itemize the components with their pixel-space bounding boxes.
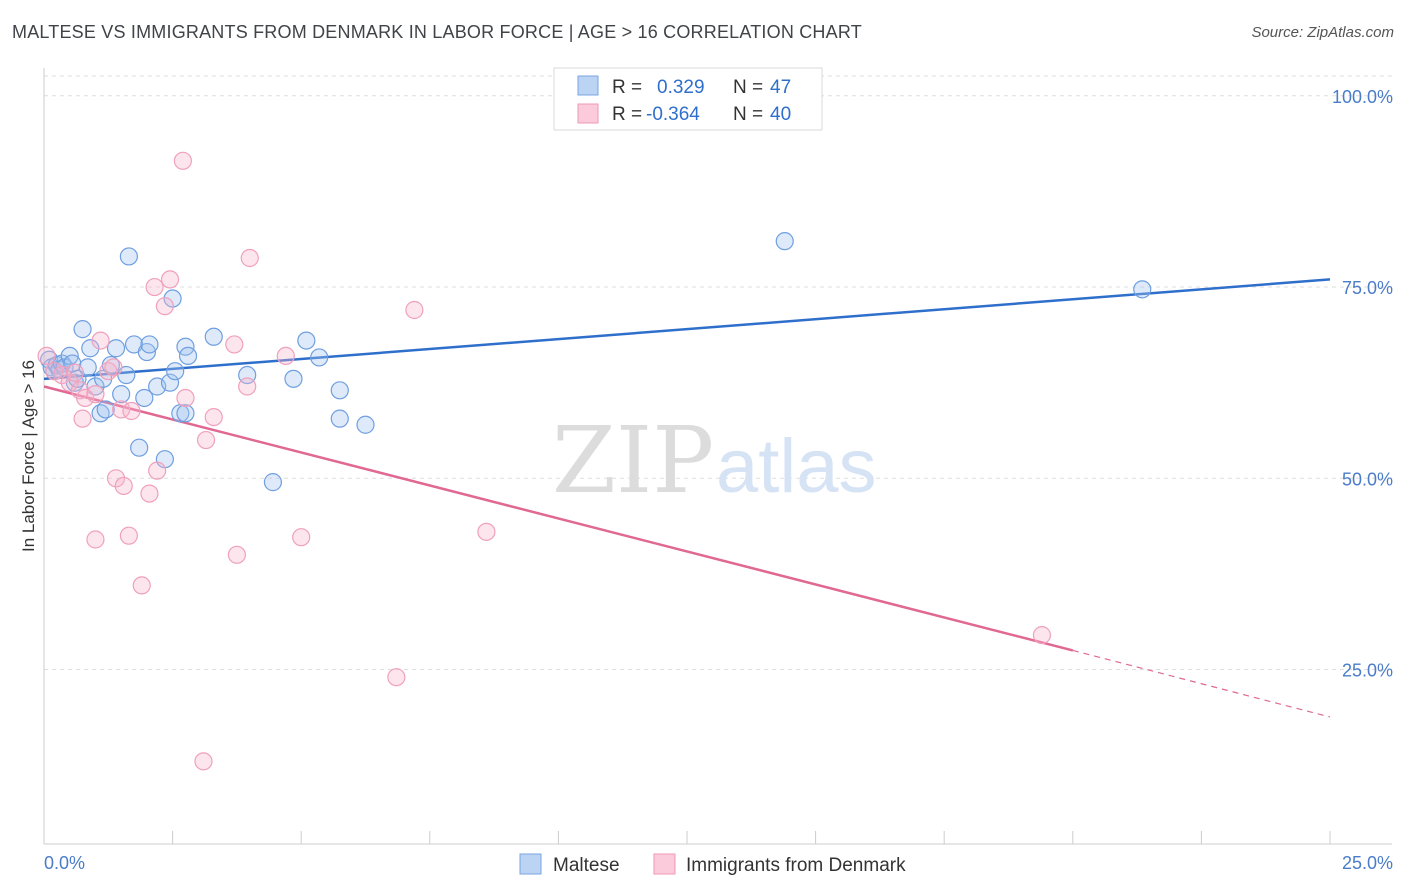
- legend-r-label: R =: [612, 77, 642, 98]
- trend-lines: [43, 278, 1331, 718]
- legend-swatch-maltese: [577, 75, 599, 96]
- point-denmark-9: [86, 530, 105, 549]
- point-denmark-3: [60, 373, 79, 392]
- point-maltese-24: [130, 438, 149, 457]
- y-axis-label: In Labor Force | Age > 16: [19, 360, 38, 552]
- stats-legend-box: [553, 67, 823, 131]
- point-denmark-21: [148, 461, 167, 480]
- trend-line-denmark-extension: [1072, 649, 1331, 718]
- point-denmark-7: [76, 388, 95, 408]
- point-denmark-35: [387, 668, 406, 687]
- trend-line-denmark: [43, 385, 1074, 652]
- point-denmark-32: [240, 248, 259, 268]
- point-maltese-45: [356, 415, 375, 434]
- point-maltese-30: [160, 373, 180, 392]
- point-denmark-25: [176, 388, 195, 408]
- point-maltese-42: [310, 348, 329, 367]
- chart-title: MALTESE VS IMMIGRANTS FROM DENMARK IN LA…: [12, 22, 862, 42]
- point-denmark-22: [155, 297, 174, 316]
- point-maltese-44: [330, 409, 349, 428]
- bottom-legend: Maltese Immigrants from Denmark: [519, 853, 906, 876]
- point-denmark-18: [132, 576, 151, 595]
- data-points: [37, 151, 1152, 771]
- y-tick-label-75: 75.0%: [1342, 278, 1393, 298]
- point-maltese-47: [1133, 280, 1152, 299]
- y-tick-label-50: 50.0%: [1342, 469, 1393, 489]
- point-maltese-22: [119, 247, 138, 266]
- point-maltese-40: [284, 369, 303, 388]
- x-tick-label-max: 25.0%: [1342, 853, 1393, 873]
- point-denmark-10: [91, 331, 110, 350]
- x-tick-label-min: 0.0%: [44, 853, 85, 873]
- point-denmark-17: [122, 401, 141, 421]
- point-denmark-13: [106, 469, 126, 488]
- trend-line-maltese: [43, 278, 1331, 381]
- point-denmark-38: [1032, 626, 1052, 645]
- point-maltese-32: [166, 362, 185, 381]
- y-tick-label-100: 100.0%: [1332, 87, 1393, 107]
- point-denmark-6: [73, 409, 92, 428]
- stats-legend: R = 0.329 N = 47 R = -0.364 N = 40: [553, 67, 823, 131]
- point-maltese-36: [178, 346, 198, 365]
- bottom-legend-denmark: Immigrants from Denmark: [686, 855, 906, 876]
- point-maltese-39: [263, 473, 283, 492]
- point-maltese-37: [204, 327, 223, 346]
- bottom-legend-swatch-denmark: [653, 853, 676, 875]
- point-maltese-41: [297, 331, 316, 350]
- point-maltese-46: [775, 232, 794, 251]
- point-maltese-43: [330, 381, 349, 400]
- y-tick-labels: 25.0% 50.0% 75.0% 100.0%: [1332, 87, 1393, 681]
- point-denmark-29: [225, 335, 244, 354]
- point-denmark-31: [238, 377, 257, 396]
- legend-swatch-denmark: [577, 103, 599, 124]
- point-denmark-12: [104, 358, 123, 377]
- point-denmark-34: [292, 528, 311, 547]
- point-denmark-33: [276, 346, 295, 365]
- legend-n-label-2: N =: [733, 104, 763, 125]
- point-denmark-24: [173, 151, 192, 170]
- point-denmark-23: [160, 270, 180, 289]
- point-maltese-19: [106, 339, 126, 358]
- source-label: Source: ZipAtlas.com: [1251, 24, 1394, 41]
- legend-r-maltese: 0.329: [657, 77, 705, 98]
- point-maltese-27: [140, 335, 159, 354]
- point-denmark-4: [65, 363, 84, 382]
- watermark-atlas: atlas: [716, 424, 877, 509]
- point-denmark-36: [405, 300, 424, 320]
- y-tick-label-25: 25.0%: [1342, 661, 1393, 681]
- legend-n-maltese: 47: [770, 77, 791, 98]
- bottom-legend-swatch-maltese: [519, 853, 542, 875]
- point-denmark-26: [194, 752, 213, 771]
- point-denmark-15: [114, 476, 133, 496]
- axes: [43, 68, 1392, 845]
- x-ticks: 0.0% 25.0%: [43, 831, 1393, 873]
- point-maltese-20: [112, 385, 131, 404]
- legend-n-label: N =: [733, 77, 763, 98]
- point-denmark-30: [227, 545, 246, 564]
- watermark-zip: ZIP: [552, 407, 714, 514]
- point-denmark-27: [196, 430, 216, 450]
- watermark: ZIP atlas: [552, 407, 877, 514]
- point-maltese-13: [81, 339, 100, 358]
- bottom-legend-maltese: Maltese: [553, 855, 620, 876]
- point-denmark-28: [204, 408, 223, 427]
- point-denmark-0: [37, 346, 56, 365]
- legend-r-denmark: -0.364: [646, 104, 700, 125]
- point-denmark-19: [140, 484, 159, 503]
- point-denmark-16: [119, 526, 138, 545]
- point-denmark-20: [145, 277, 164, 297]
- point-denmark-37: [477, 522, 496, 541]
- point-maltese-25: [135, 388, 154, 408]
- point-maltese-31: [163, 289, 182, 308]
- point-maltese-14: [86, 377, 105, 396]
- point-maltese-11: [73, 320, 92, 339]
- legend-r-label-2: R =: [612, 104, 642, 125]
- point-denmark-8: [86, 385, 105, 404]
- point-maltese-34: [176, 404, 195, 423]
- legend-n-denmark: 40: [770, 104, 791, 125]
- point-maltese-17: [96, 400, 115, 419]
